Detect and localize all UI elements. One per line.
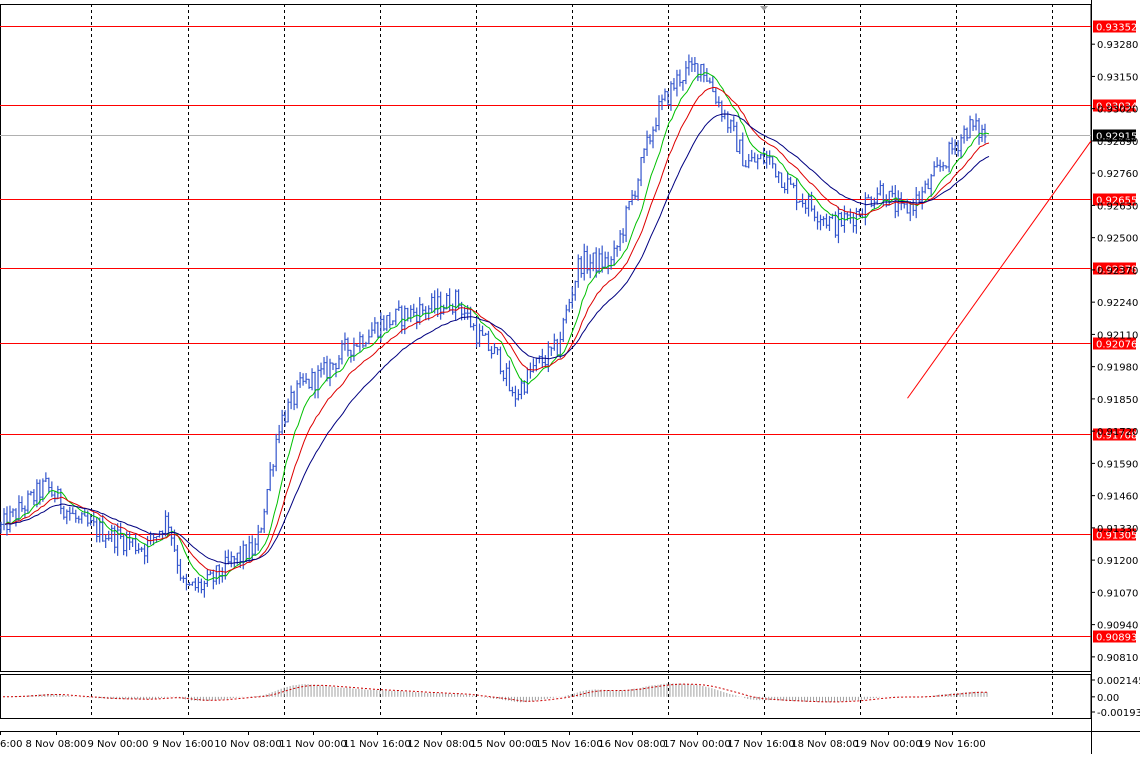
price-tick-label: 0.91070 — [1097, 588, 1138, 599]
level-price-tag — [1093, 20, 1136, 33]
time-tick-label: 8 Nov 08:00 — [25, 739, 86, 750]
price-tick-label: 0.91590 — [1097, 459, 1138, 470]
time-tick-label: 11 Nov 00:00 — [279, 739, 346, 750]
price-tick-label: 0.91200 — [1097, 556, 1138, 567]
horizontal-levels[interactable]: 0.93352 0.93034 0.92655 0.92378 0.92076 0.917… — [0, 6, 1137, 644]
level-price-tag — [1093, 428, 1136, 441]
time-tick-label: 18 Nov 08:00 — [791, 739, 858, 750]
level-price-label: 0.92655 — [1096, 196, 1137, 207]
price-tick-label: 0.92890 — [1097, 137, 1138, 148]
time-tick-label: 15 Nov 16:00 — [535, 739, 602, 750]
price-tick-label: 0.90810 — [1097, 653, 1138, 664]
time-tick-label: 9 Nov 00:00 — [87, 739, 148, 750]
moving-average-line — [4, 72, 990, 581]
time-tick-label: 9 Nov 16:00 — [152, 739, 213, 750]
level-price-label: 0.90893 — [1096, 633, 1137, 644]
price-axis: 0.93280 0.93150 0.93020 0.92890 0.92760 0.926… — [1091, 40, 1138, 664]
chart-shift-marker[interactable] — [760, 6, 768, 11]
price-tick-label: 0.92240 — [1097, 298, 1138, 309]
time-tick-label: 15 Nov 00:00 — [470, 739, 537, 750]
trendline[interactable] — [907, 140, 1092, 399]
time-tick-label: 11 Nov 16:00 — [343, 739, 410, 750]
level-price-label: 0.91305 — [1096, 531, 1137, 542]
moving-average-line — [4, 86, 990, 573]
level-price-tag — [1093, 262, 1136, 275]
oscillator-tick-label: 0.002145 — [1097, 676, 1140, 687]
price-tick-label: 0.91330 — [1097, 524, 1138, 535]
price-tick-label: 0.93150 — [1097, 72, 1138, 83]
oscillator-panel: 0.002145 0.00 -0.001935 — [3, 676, 1140, 719]
time-axis: 6:00 8 Nov 08:00 9 Nov 00:00 9 Nov 16:00 10 … — [0, 731, 986, 750]
level-price-tag — [1093, 193, 1136, 206]
level-price-label: 0.91708 — [1096, 431, 1137, 442]
price-tick-label: 0.91460 — [1097, 492, 1138, 503]
time-tick-label: 6:00 — [0, 739, 22, 750]
time-tick-label: 19 Nov 00:00 — [854, 739, 921, 750]
price-tick-label: 0.92500 — [1097, 234, 1138, 245]
level-price-label: 0.92378 — [1096, 265, 1137, 276]
oscillator-tick-label: 0.00 — [1097, 693, 1119, 704]
trendline-layer[interactable] — [907, 140, 1092, 399]
level-price-tag — [1093, 630, 1136, 643]
current-price-label: 0.92915 — [1096, 132, 1137, 143]
oscillator-signal-line — [3, 683, 987, 703]
time-tick-label: 19 Nov 16:00 — [918, 739, 985, 750]
moving-averages — [4, 72, 990, 581]
time-tick-label: 16 Nov 08:00 — [598, 739, 665, 750]
price-tick-label: 0.91720 — [1097, 427, 1138, 438]
price-tick-label: 0.92110 — [1097, 330, 1138, 341]
price-tick-label: 0.93280 — [1097, 40, 1138, 51]
price-tick-label: 0.92630 — [1097, 201, 1138, 212]
price-tick-label: 0.93020 — [1097, 105, 1138, 116]
oscillator-tick-label: -0.001935 — [1097, 708, 1140, 719]
level-price-tag — [1093, 337, 1136, 350]
price-tick-label: 0.91980 — [1097, 363, 1138, 374]
time-tick-label: 12 Nov 08:00 — [407, 739, 474, 750]
level-price-tag — [1093, 528, 1136, 541]
time-tick-label: 17 Nov 16:00 — [727, 739, 794, 750]
level-price-label: 0.93034 — [1096, 102, 1137, 113]
time-tick-label: 17 Nov 00:00 — [663, 739, 730, 750]
time-tick-label: 10 Nov 08:00 — [214, 739, 281, 750]
candles — [0, 54, 987, 598]
price-tick-label: 0.92760 — [1097, 169, 1138, 180]
level-price-label: 0.92076 — [1096, 340, 1137, 351]
current-price-tag — [1093, 129, 1136, 142]
main-panel-frame — [0, 4, 1092, 672]
level-price-tag — [1093, 99, 1136, 112]
level-price-label: 0.93352 — [1096, 23, 1137, 34]
moving-average-line — [4, 113, 990, 565]
price-tick-label: 0.90940 — [1097, 621, 1138, 632]
price-tick-label: 0.92370 — [1097, 266, 1138, 277]
price-tick-label: 0.91850 — [1097, 395, 1138, 406]
